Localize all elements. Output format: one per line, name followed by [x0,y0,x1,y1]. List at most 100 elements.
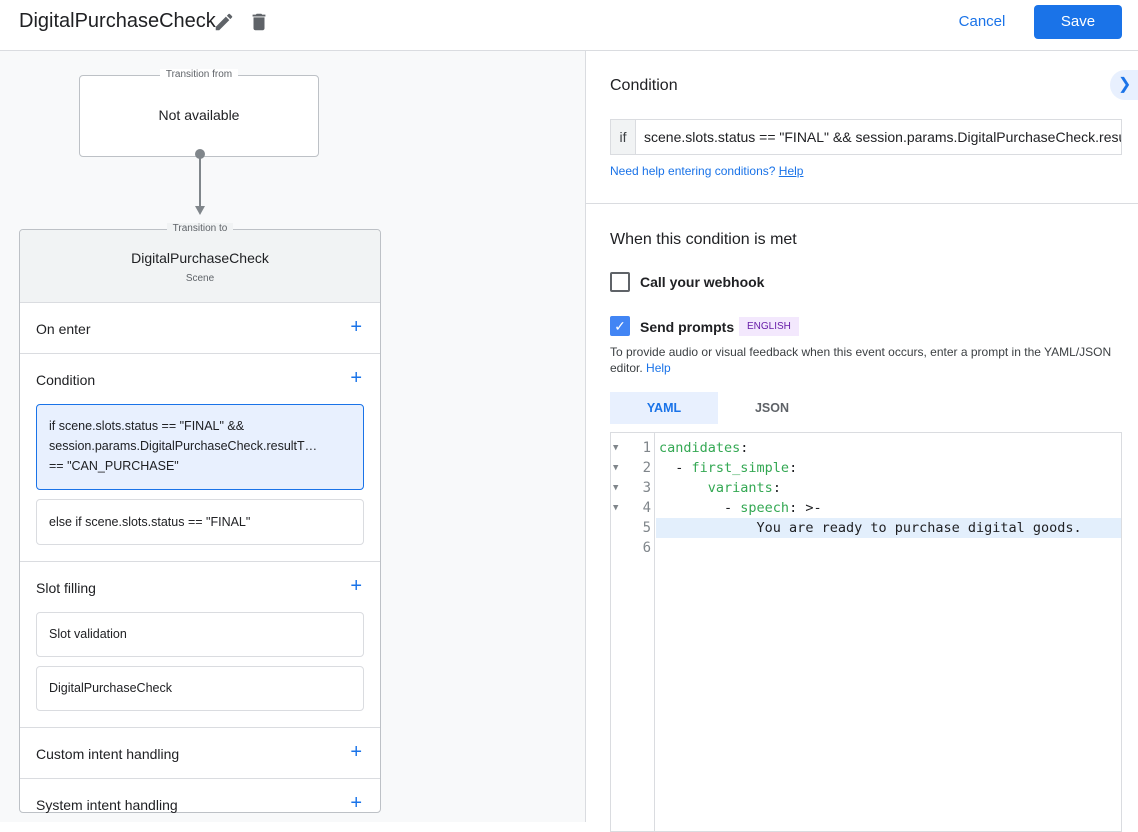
code-text: variants: [656,478,1121,498]
edit-pencil-icon[interactable] [213,11,235,33]
yaml-editor[interactable]: ▼ 1 candidates: ▼ 2 - first_simple: ▼ 3 varian… [610,432,1122,832]
page-title: DigitalPurchaseCheck [19,10,216,32]
add-custom-intent-plus-icon[interactable]: + [350,741,362,763]
code-key: candidates [659,440,741,456]
send-prompts-checkbox[interactable]: ✓ [610,316,630,336]
transition-to-label: Transition to [166,223,234,234]
connector-line [199,156,201,208]
code-indent [659,460,675,476]
line-number: 6 [642,540,651,556]
code-text: - speech: >- [656,498,1121,518]
code-rest: : >- [789,500,822,516]
code-rest: : [772,480,781,496]
delete-trash-icon[interactable] [248,11,270,33]
fold-arrow-icon[interactable]: ▼ [613,483,619,493]
editor-gutter [611,433,655,831]
section-title: System intent handling [36,797,178,813]
code-key: variants [707,480,773,496]
section-condition: Condition + if scene.slots.status == "FI… [20,354,380,562]
condition-panel: Condition ❯ if scene.slots.status == "FI… [586,51,1138,832]
add-on-enter-plus-icon[interactable]: + [350,316,362,338]
send-prompts-label: Send prompts [640,319,735,335]
fold-arrow-icon[interactable]: ▼ [613,443,619,453]
condition-item-selected[interactable]: if scene.slots.status == "FINAL" && sess… [36,404,364,490]
condition-expression[interactable]: scene.slots.status == "FINAL" && session… [644,129,1121,145]
code-line: 5 You are ready to purchase digital good… [611,518,1121,538]
code-line: ▼ 4 - speech: >- [611,498,1121,518]
desc-text: To provide audio or visual feedback when… [610,345,1112,375]
save-button[interactable]: Save [1034,5,1122,39]
line-number: 1 [642,440,651,456]
condition-line: if scene.slots.status == "FINAL" && [49,419,245,433]
code-indent [659,500,724,516]
section-on-enter: On enter + [20,303,380,354]
code-dash: - [724,500,741,516]
code-key: first_simple [691,460,790,476]
cancel-button[interactable]: Cancel [958,13,1006,30]
condition-line: == "CAN_PURCHASE" [49,459,179,473]
webhook-checkbox[interactable] [610,272,630,292]
condition-help-text: Need help entering conditions? Help [610,164,803,178]
condition-title: Condition [610,77,678,94]
prompt-description: To provide audio or visual feedback when… [610,344,1120,376]
code-rest: : [740,440,749,456]
scene-header[interactable]: Transition to DigitalPurchaseCheck Scene [20,223,380,303]
transition-from-box: Transition from Not available [79,69,319,157]
line-number: 5 [642,520,651,536]
section-title: Condition [36,372,96,388]
met-title: When this condition is met [610,231,797,248]
fold-arrow-icon[interactable]: ▼ [613,503,619,513]
add-system-intent-plus-icon[interactable]: + [350,792,362,814]
add-slot-plus-icon[interactable]: + [350,575,362,597]
code-dash: - [675,460,692,476]
code-indent [659,480,708,496]
code-line: ▼ 2 - first_simple: [611,458,1121,478]
scene-card: Transition to DigitalPurchaseCheck Scene… [19,223,381,813]
section-system-intent: System intent handling + [20,779,380,829]
code-key: speech [740,500,790,516]
webhook-label: Call your webhook [640,274,765,290]
section-custom-intent: Custom intent handling + [20,728,380,779]
top-bar: DigitalPurchaseCheck Cancel Save [0,0,1138,51]
code-rest: You are ready to purchase digital goods. [756,520,1082,536]
section-title: On enter [36,321,91,337]
code-line: ▼ 1 candidates: [611,438,1121,458]
help-link[interactable]: Help [778,164,804,178]
code-rest: : [789,460,798,476]
tab-json[interactable]: JSON [754,401,790,415]
if-label: if [611,120,636,154]
collapse-panel-chevron-right-icon[interactable]: ❯ [1110,70,1138,100]
line-number: 2 [642,460,651,476]
connector-dot [195,149,205,159]
condition-input[interactable]: if scene.slots.status == "FINAL" && sess… [610,119,1122,155]
scene-name: DigitalPurchaseCheck [131,250,269,266]
hint-text: Need help entering conditions? [610,164,776,178]
section-title: Custom intent handling [36,746,180,762]
condition-line: session.params.DigitalPurchaseCheck.resu… [49,439,318,453]
code-text: You are ready to purchase digital goods. [656,518,1121,538]
line-number: 3 [642,480,651,496]
line-number: 4 [642,500,651,516]
condition-item-else[interactable]: else if scene.slots.status == "FINAL" [36,499,364,545]
divider [586,203,1138,204]
check-icon: ✓ [614,318,626,334]
fold-arrow-icon[interactable]: ▼ [613,463,619,473]
code-text: - first_simple: [656,458,1121,478]
tab-yaml[interactable]: YAML [610,392,718,424]
code-text: candidates: [656,438,1121,458]
language-badge: ENGLISH [739,317,799,336]
section-title: Slot filling [36,580,96,596]
code-line: 6 [611,538,1121,558]
flow-canvas: Transition from Not available Transition… [0,51,586,822]
transition-from-value: Not available [158,107,240,123]
code-line: ▼ 3 variants: [611,478,1121,498]
connector-arrow-icon [195,206,205,215]
slot-validation-item[interactable]: Slot validation [36,612,364,657]
scene-type: Scene [185,273,215,284]
slot-item[interactable]: DigitalPurchaseCheck [36,666,364,711]
add-condition-plus-icon[interactable]: + [350,367,362,389]
code-indent [659,520,757,536]
prompt-help-link[interactable]: Help [646,361,671,375]
section-slot-filling: Slot filling + Slot validation DigitalPu… [20,562,380,728]
transition-from-label: Transition from [159,69,239,80]
